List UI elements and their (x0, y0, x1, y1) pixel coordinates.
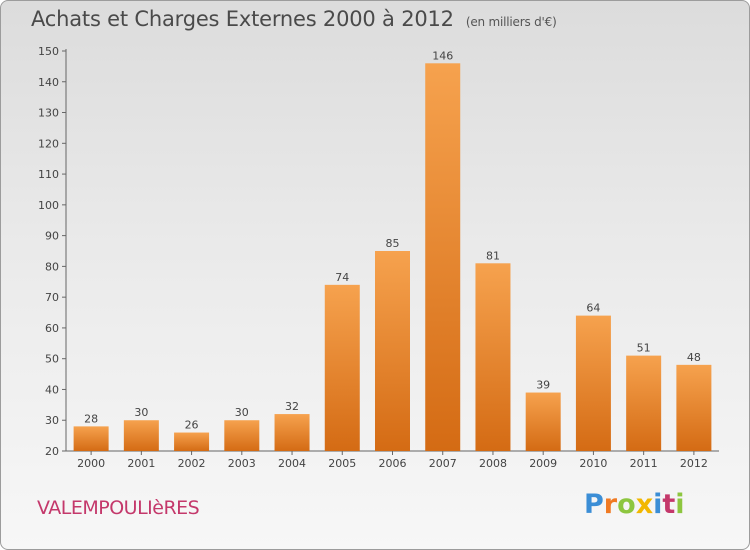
x-tick-label-2007: 2007 (429, 457, 457, 470)
bar-2000 (73, 426, 109, 451)
value-label-2012: 48 (687, 351, 701, 364)
bars (73, 63, 712, 452)
x-tick-label-2004: 2004 (278, 457, 306, 470)
value-label-2008: 81 (486, 249, 500, 262)
value-label-2010: 64 (586, 302, 600, 315)
chart-title: Achats et Charges Externes 2000 à 2012 (e… (31, 7, 557, 31)
x-tick-label-2011: 2011 (630, 457, 658, 470)
x-tick-label-2012: 2012 (680, 457, 708, 470)
y-tick-label: 20 (45, 445, 59, 458)
bar-2010 (575, 315, 611, 451)
y-tick-label: 120 (38, 137, 59, 150)
bar-2007 (425, 63, 461, 452)
x-tick-label-2006: 2006 (379, 457, 407, 470)
value-label-2001: 30 (134, 406, 148, 419)
x-tick-label-2010: 2010 (579, 457, 607, 470)
bar-2012 (676, 364, 712, 451)
location-name: VALEMPOULIèRES (37, 497, 200, 519)
y-tick-label: 50 (45, 353, 59, 366)
x-tick-label-2009: 2009 (529, 457, 557, 470)
proxiti-logo: Proxiti (584, 489, 685, 520)
y-tick-label: 100 (38, 199, 59, 212)
y-tick-label: 130 (38, 107, 59, 120)
bar-2008 (475, 263, 511, 451)
value-label-2000: 28 (84, 412, 98, 425)
y-tick-label: 60 (45, 322, 59, 335)
bar-2006 (375, 251, 410, 451)
value-label-2004: 32 (285, 400, 299, 413)
value-label-2002: 26 (185, 419, 199, 432)
value-label-2003: 30 (235, 406, 249, 419)
x-tick-label-2005: 2005 (328, 457, 356, 470)
x-tick-label-2001: 2001 (127, 457, 155, 470)
y-tick-label: 30 (45, 414, 59, 427)
y-tick-label: 80 (45, 260, 59, 273)
x-tick-label-2002: 2002 (178, 457, 206, 470)
bar-2003 (224, 420, 260, 451)
bar-2002 (174, 432, 210, 451)
value-label-2007: 146 (432, 49, 453, 62)
x-tick-label-2003: 2003 (228, 457, 256, 470)
value-label-2006: 85 (386, 237, 400, 250)
axes: 20 30 40 50 60 70 80 90 100 110 120 130 140 150 2000 20… (38, 45, 719, 470)
y-tick-label: 110 (38, 168, 59, 181)
y-tick-label: 40 (45, 383, 59, 396)
y-tick-label: 150 (38, 45, 59, 58)
bar-2011 (626, 355, 662, 451)
y-tick-label: 140 (38, 76, 59, 89)
x-tick-label-2008: 2008 (479, 457, 507, 470)
y-tick-label: 90 (45, 230, 59, 243)
x-tick-label-2000: 2000 (77, 457, 105, 470)
bar-2001 (123, 420, 159, 451)
unit-label: (en milliers d'€) (465, 15, 557, 29)
bar-2004 (274, 414, 310, 451)
title-text: Achats et Charges Externes 2000 à 2012 (31, 7, 454, 31)
bar-2005 (324, 284, 360, 451)
bar-2009 (525, 392, 561, 451)
value-label-2005: 74 (335, 271, 349, 284)
value-label-2009: 39 (536, 379, 550, 392)
value-labels: 28 30 26 30 32 74 85 146 81 39 64 51 48 (84, 49, 701, 431)
y-tick-label: 70 (45, 291, 59, 304)
value-label-2011: 51 (637, 342, 651, 355)
